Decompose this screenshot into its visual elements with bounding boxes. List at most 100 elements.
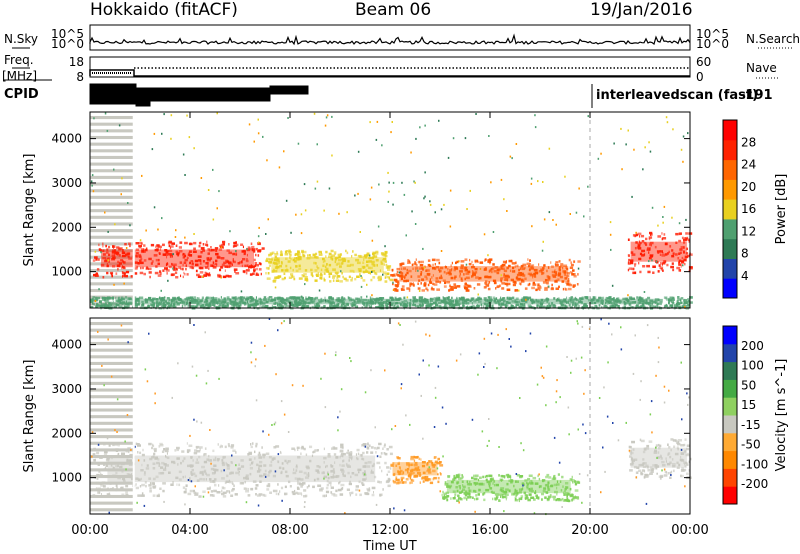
instrument-stripe	[90, 255, 134, 259]
echo-cell	[135, 255, 139, 258]
echo-cell	[182, 486, 186, 489]
echo-cell	[554, 263, 556, 266]
echo-cell	[676, 303, 679, 307]
echo-cell	[121, 297, 125, 301]
echo-cell	[491, 490, 493, 494]
scatter-echo	[210, 462, 212, 465]
scatter-echo	[337, 416, 339, 419]
echo-cell	[430, 287, 434, 291]
echo-cell	[552, 495, 556, 499]
echo-cell	[226, 467, 230, 470]
echo-cell	[660, 262, 662, 265]
scatter-echo	[392, 203, 394, 206]
echo-cell	[168, 299, 170, 303]
scatter-echo	[428, 364, 430, 367]
echo-cell	[655, 467, 658, 470]
scatter-echo	[522, 449, 525, 452]
echo-cell	[138, 254, 142, 257]
echo-cell	[259, 304, 261, 308]
echo-cell	[310, 268, 313, 272]
echo-cell	[196, 479, 200, 482]
echo-cell	[161, 298, 165, 302]
instrument-stripe	[90, 229, 134, 233]
y-tick-label: 4000	[51, 132, 82, 146]
echo-cell	[471, 275, 473, 278]
echo-cell	[386, 266, 391, 269]
echo-cell	[266, 257, 270, 261]
scatter-echo	[358, 489, 361, 492]
echo-cell	[294, 257, 298, 260]
echo-cell	[672, 252, 675, 255]
echo-cell	[527, 477, 531, 481]
echo-cell	[637, 232, 642, 236]
echo-cell	[627, 268, 630, 272]
echo-cell	[235, 253, 238, 256]
echo-cell	[109, 305, 114, 309]
echo-cell	[550, 261, 552, 264]
scatter-echo	[548, 211, 551, 214]
scatter-echo	[508, 338, 510, 340]
echo-cell	[669, 296, 674, 299]
echo-cell	[346, 251, 349, 255]
echo-cell	[339, 456, 341, 459]
echo-cell	[206, 458, 210, 461]
echo-cell	[210, 246, 212, 249]
echo-cell	[412, 296, 416, 299]
echo-cell	[155, 300, 159, 304]
echo-cell	[232, 260, 235, 264]
echo-cell	[359, 453, 363, 457]
echo-cell	[475, 271, 478, 274]
echo-cell	[503, 300, 506, 303]
echo-cell	[227, 490, 231, 493]
station-title: Hokkaido (fitACF)	[90, 0, 238, 20]
echo-cell	[298, 470, 303, 473]
echo-cell	[678, 261, 681, 265]
echo-cell	[208, 459, 212, 462]
echo-cell	[680, 455, 682, 459]
colorbar-tick-label: 4	[741, 269, 749, 283]
echo-cell	[467, 493, 471, 496]
echo-cell	[388, 445, 393, 449]
echo-cell	[116, 264, 121, 267]
nave-tick-top: 60	[696, 55, 711, 69]
echo-cell	[454, 493, 457, 496]
echo-cell	[514, 491, 518, 494]
echo-cell	[443, 297, 446, 300]
echo-cell	[425, 305, 430, 308]
echo-cell	[129, 244, 131, 248]
echo-cell	[377, 276, 380, 279]
echo-cell	[361, 483, 365, 486]
echo-cell	[211, 472, 216, 475]
scatter-echo	[650, 400, 653, 403]
echo-cell	[667, 472, 670, 475]
echo-cell	[243, 301, 246, 305]
echo-cell	[195, 263, 199, 267]
echo-cell	[516, 303, 520, 307]
echo-cell	[572, 302, 576, 305]
echo-cell	[330, 249, 334, 253]
echo-cell	[258, 456, 262, 459]
echo-cell	[152, 485, 157, 488]
scatter-echo	[555, 390, 558, 393]
echo-cell	[216, 302, 219, 305]
echo-cell	[413, 464, 418, 467]
scatter-echo	[443, 203, 445, 206]
echo-cell	[607, 297, 611, 300]
scatter-echo	[586, 474, 589, 477]
echo-cell	[144, 248, 148, 252]
echo-cell	[557, 297, 560, 300]
scatter-echo	[447, 156, 450, 159]
echo-cell	[149, 482, 152, 485]
echo-cell	[505, 493, 509, 496]
echo-cell	[235, 451, 237, 454]
echo-cell	[653, 451, 658, 454]
echo-cell	[222, 246, 224, 249]
echo-cell	[159, 462, 161, 466]
echo-cell	[213, 468, 217, 472]
echo-cell	[361, 482, 364, 485]
echo-cell	[557, 278, 560, 281]
echo-cell	[121, 254, 126, 258]
echo-cell	[345, 279, 349, 282]
echo-cell	[485, 280, 488, 283]
echo-cell	[165, 464, 169, 467]
